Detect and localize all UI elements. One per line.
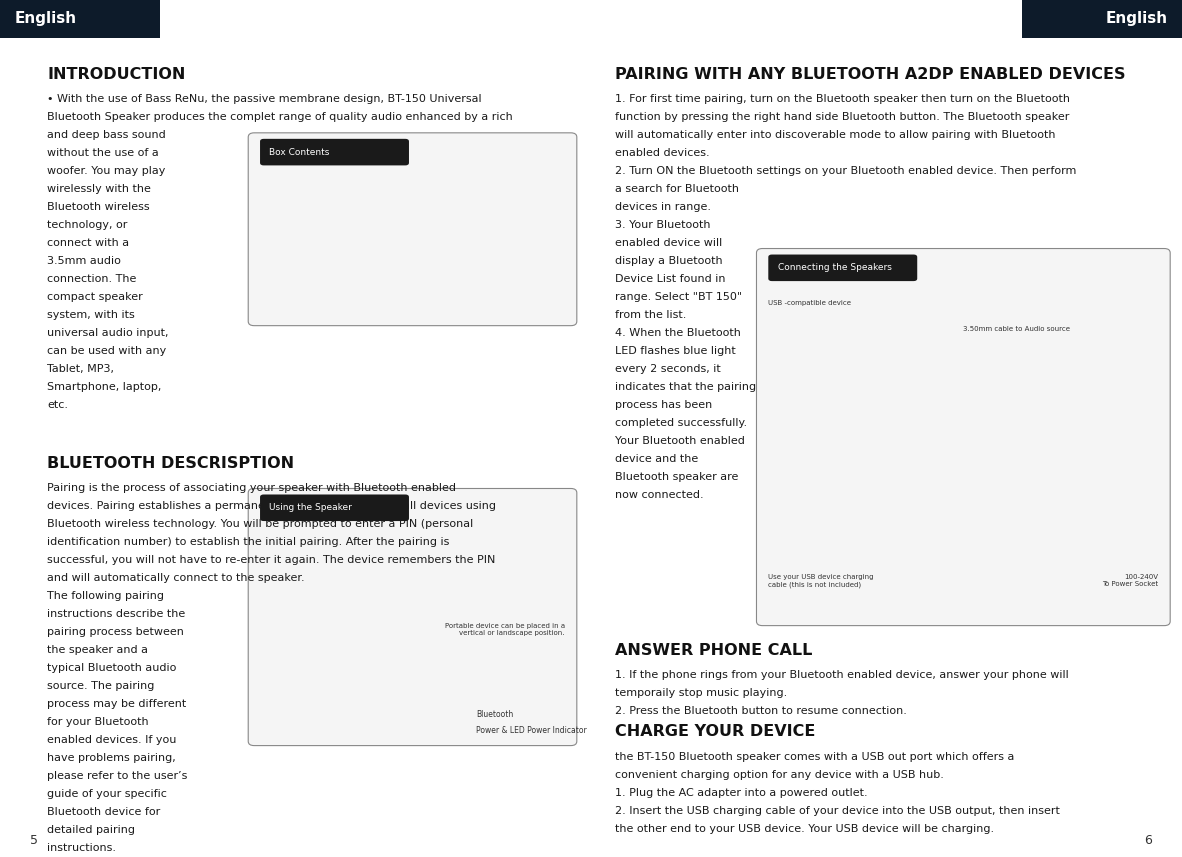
Text: 3. Your Bluetooth: 3. Your Bluetooth	[615, 220, 710, 231]
Text: Smartphone, laptop,: Smartphone, laptop,	[47, 382, 162, 393]
FancyBboxPatch shape	[248, 488, 577, 746]
Text: LED flashes blue light: LED flashes blue light	[615, 346, 735, 357]
Text: 2. Turn ON the Bluetooth settings on your Bluetooth enabled device. Then perform: 2. Turn ON the Bluetooth settings on you…	[615, 166, 1076, 177]
Text: for your Bluetooth: for your Bluetooth	[47, 717, 149, 728]
Text: • With the use of Bass ReNu, the passive membrane design, BT-150 Universal: • With the use of Bass ReNu, the passive…	[47, 94, 482, 105]
Text: range. Select "BT 150": range. Select "BT 150"	[615, 292, 742, 303]
Text: Portable device can be placed in a
vertical or landscape position.: Portable device can be placed in a verti…	[444, 623, 565, 636]
Text: Using the Speaker: Using the Speaker	[269, 503, 352, 512]
FancyBboxPatch shape	[768, 255, 917, 281]
Text: etc.: etc.	[47, 400, 69, 411]
Text: process has been: process has been	[615, 400, 712, 411]
Text: the speaker and a: the speaker and a	[47, 645, 148, 656]
FancyBboxPatch shape	[0, 0, 160, 38]
Text: Bluetooth Speaker produces the complet range of quality audio enhanced by a rich: Bluetooth Speaker produces the complet r…	[47, 112, 513, 123]
Text: 2. Insert the USB charging cable of your device into the USB output, then insert: 2. Insert the USB charging cable of your…	[615, 806, 1059, 816]
Text: 2. Press the Bluetooth button to resume connection.: 2. Press the Bluetooth button to resume …	[615, 706, 907, 716]
FancyBboxPatch shape	[260, 139, 409, 165]
Text: devices. Pairing establishes a permanent security link between all devices using: devices. Pairing establishes a permanent…	[47, 501, 496, 512]
Text: the BT-150 Bluetooth speaker comes with a USB out port which offers a: the BT-150 Bluetooth speaker comes with …	[615, 752, 1014, 762]
Text: devices in range.: devices in range.	[615, 202, 710, 213]
Text: wirelessly with the: wirelessly with the	[47, 184, 151, 195]
Text: Bluetooth device for: Bluetooth device for	[47, 807, 161, 818]
Text: function by pressing the right hand side Bluetooth button. The Bluetooth speaker: function by pressing the right hand side…	[615, 112, 1069, 123]
Text: the other end to your USB device. Your USB device will be charging.: the other end to your USB device. Your U…	[615, 824, 994, 834]
Text: instructions describe the: instructions describe the	[47, 609, 186, 620]
Text: instructions.: instructions.	[47, 843, 116, 854]
Text: will automatically enter into discoverable mode to allow pairing with Bluetooth: will automatically enter into discoverab…	[615, 130, 1056, 141]
Text: Device List found in: Device List found in	[615, 274, 725, 285]
Text: Pairing is the process of associating your speaker with Bluetooth enabled: Pairing is the process of associating yo…	[47, 483, 456, 494]
Text: English: English	[1105, 11, 1168, 27]
Text: Bluetooth: Bluetooth	[476, 710, 513, 720]
Text: Power & LED Power Indicator: Power & LED Power Indicator	[476, 726, 586, 735]
Text: 5: 5	[30, 834, 38, 847]
FancyBboxPatch shape	[248, 133, 577, 326]
Text: enabled devices. If you: enabled devices. If you	[47, 735, 176, 746]
Text: source. The pairing: source. The pairing	[47, 681, 155, 692]
Text: every 2 seconds, it: every 2 seconds, it	[615, 364, 720, 375]
Text: without the use of a: without the use of a	[47, 148, 160, 159]
Text: can be used with any: can be used with any	[47, 346, 167, 357]
Text: please refer to the user’s: please refer to the user’s	[47, 771, 188, 782]
Text: process may be different: process may be different	[47, 699, 187, 710]
Text: system, with its: system, with its	[47, 310, 135, 321]
Text: Box Contents: Box Contents	[269, 147, 330, 157]
Text: have problems pairing,: have problems pairing,	[47, 753, 176, 764]
Text: successful, you will not have to re-enter it again. The device remembers the PIN: successful, you will not have to re-ente…	[47, 555, 495, 566]
Text: pairing process between: pairing process between	[47, 627, 184, 638]
Text: 4. When the Bluetooth: 4. When the Bluetooth	[615, 328, 740, 339]
Text: Use your USB device charging
cable (this is not included): Use your USB device charging cable (this…	[768, 574, 873, 588]
Text: temporaily stop music playing.: temporaily stop music playing.	[615, 688, 787, 698]
Text: detailed pairing: detailed pairing	[47, 825, 135, 836]
Text: The following pairing: The following pairing	[47, 591, 164, 602]
Text: indicates that the pairing: indicates that the pairing	[615, 382, 755, 393]
Text: from the list.: from the list.	[615, 310, 686, 321]
Text: PAIRING WITH ANY BLUETOOTH A2DP ENABLED DEVICES: PAIRING WITH ANY BLUETOOTH A2DP ENABLED …	[615, 67, 1125, 82]
FancyBboxPatch shape	[1022, 0, 1182, 38]
Text: typical Bluetooth audio: typical Bluetooth audio	[47, 663, 176, 674]
Text: Bluetooth speaker are: Bluetooth speaker are	[615, 472, 738, 482]
Text: INTRODUCTION: INTRODUCTION	[47, 67, 186, 82]
Text: Connecting the Speakers: Connecting the Speakers	[778, 263, 891, 273]
FancyBboxPatch shape	[756, 249, 1170, 626]
Text: English: English	[14, 11, 77, 27]
FancyBboxPatch shape	[260, 494, 409, 521]
Text: identification number) to establish the initial pairing. After the pairing is: identification number) to establish the …	[47, 537, 449, 548]
Text: and will automatically connect to the speaker.: and will automatically connect to the sp…	[47, 573, 305, 584]
Text: 3.5mm audio: 3.5mm audio	[47, 256, 121, 267]
Text: 100-240V
To Power Socket: 100-240V To Power Socket	[1103, 574, 1158, 587]
Text: universal audio input,: universal audio input,	[47, 328, 169, 339]
Text: now connected.: now connected.	[615, 490, 703, 500]
Text: ANSWER PHONE CALL: ANSWER PHONE CALL	[615, 643, 812, 658]
Text: USB -compatible device: USB -compatible device	[768, 300, 851, 306]
Text: technology, or: technology, or	[47, 220, 128, 231]
Text: convenient charging option for any device with a USB hub.: convenient charging option for any devic…	[615, 770, 943, 780]
Text: device and the: device and the	[615, 454, 697, 464]
Text: 1. Plug the AC adapter into a powered outlet.: 1. Plug the AC adapter into a powered ou…	[615, 788, 868, 798]
Text: enabled device will: enabled device will	[615, 238, 722, 249]
Text: Tablet, MP3,: Tablet, MP3,	[47, 364, 115, 375]
Text: guide of your specific: guide of your specific	[47, 789, 167, 800]
Text: Bluetooth wireless: Bluetooth wireless	[47, 202, 150, 213]
Text: display a Bluetooth: display a Bluetooth	[615, 256, 722, 267]
Text: BLUETOOTH DESCRISPTION: BLUETOOTH DESCRISPTION	[47, 456, 294, 471]
Text: 6: 6	[1144, 834, 1152, 847]
Text: enabled devices.: enabled devices.	[615, 148, 709, 159]
Text: connect with a: connect with a	[47, 238, 129, 249]
Text: 1. If the phone rings from your Bluetooth enabled device, answer your phone will: 1. If the phone rings from your Bluetoot…	[615, 670, 1069, 680]
Text: connection. The: connection. The	[47, 274, 137, 285]
Text: completed successfully.: completed successfully.	[615, 418, 747, 428]
Text: woofer. You may play: woofer. You may play	[47, 166, 165, 177]
Text: a search for Bluetooth: a search for Bluetooth	[615, 184, 739, 195]
Text: Your Bluetooth enabled: Your Bluetooth enabled	[615, 436, 745, 446]
Text: CHARGE YOUR DEVICE: CHARGE YOUR DEVICE	[615, 724, 816, 740]
Text: 1. For first time pairing, turn on the Bluetooth speaker then turn on the Blueto: 1. For first time pairing, turn on the B…	[615, 94, 1070, 105]
Text: and deep bass sound: and deep bass sound	[47, 130, 165, 141]
Text: Bluetooth wireless technology. You will be prompted to enter a PIN (personal: Bluetooth wireless technology. You will …	[47, 519, 474, 530]
Text: compact speaker: compact speaker	[47, 292, 143, 303]
Text: 3.50mm cable to Audio source: 3.50mm cable to Audio source	[963, 326, 1071, 332]
